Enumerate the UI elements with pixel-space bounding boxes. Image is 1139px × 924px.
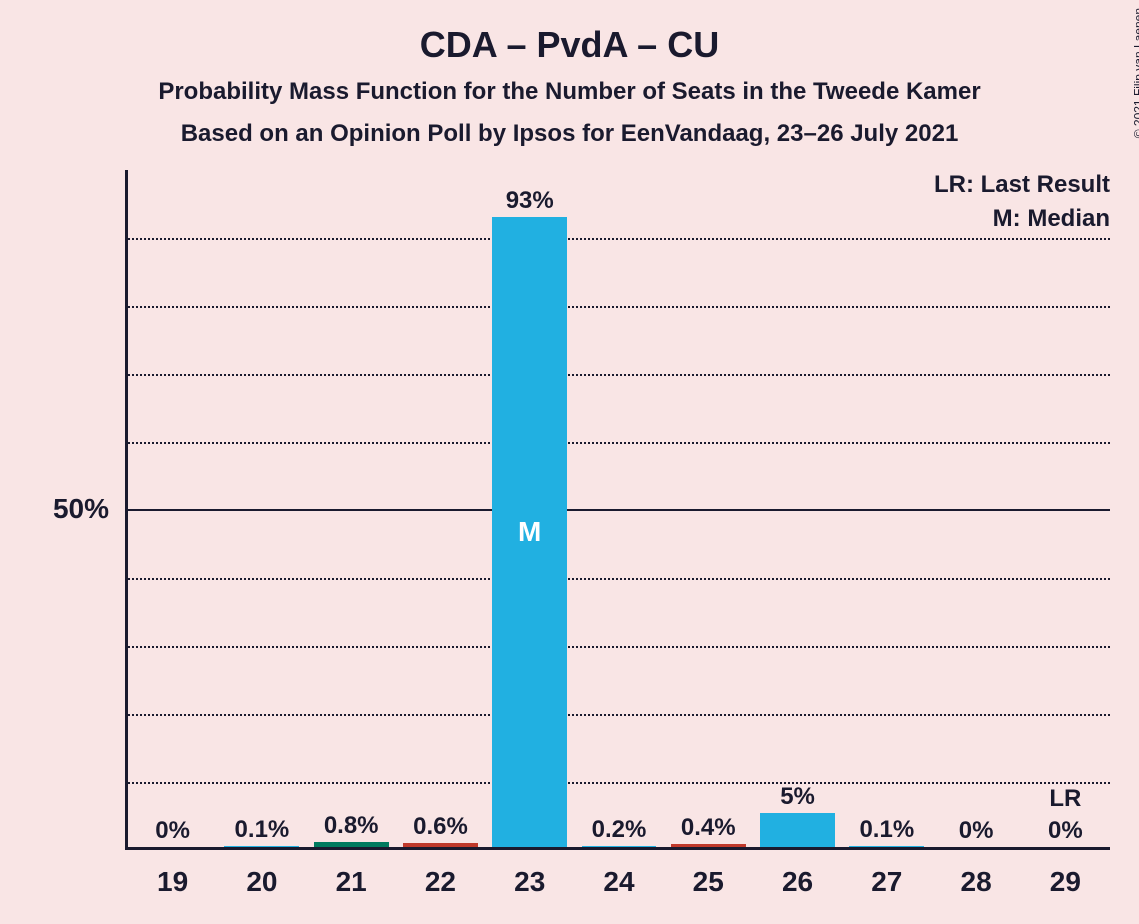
bar-value-label: 5% [753, 783, 842, 811]
bar-value-label: 0% [931, 817, 1020, 845]
bar-value-label: 0.4% [664, 814, 753, 842]
x-tick-label: 23 [485, 866, 574, 898]
x-axis [125, 847, 1110, 850]
bar [224, 846, 299, 847]
gridline-minor [128, 646, 1110, 648]
bar-value-label: 0.1% [217, 816, 306, 844]
bar [582, 846, 657, 847]
gridline-minor [128, 442, 1110, 444]
x-tick-label: 22 [396, 866, 485, 898]
bar-value-label: 0% [1021, 817, 1110, 845]
x-tick-label: 25 [664, 866, 753, 898]
x-tick-label: 28 [931, 866, 1020, 898]
x-tick-label: 21 [307, 866, 396, 898]
bar [849, 846, 924, 847]
chart-subtitle-1: Probability Mass Function for the Number… [0, 78, 1139, 106]
lr-marker: LR [1021, 785, 1110, 813]
chart-title: CDA – PvdA – CU [0, 24, 1139, 66]
gridline-minor [128, 374, 1110, 376]
x-tick-label: 26 [753, 866, 842, 898]
gridline-minor [128, 714, 1110, 716]
chart-subtitle-2: Based on an Opinion Poll by Ipsos for Ee… [0, 120, 1139, 148]
y-tick-label: 50% [9, 493, 109, 525]
gridline-major [128, 509, 1110, 511]
plot-area: 50%190%200.1%210.8%220.6%2393%M240.2%250… [125, 170, 1110, 850]
bar-value-label: 0.1% [842, 816, 931, 844]
copyright-text: © 2021 Filip van Laenen [1131, 8, 1139, 138]
x-tick-label: 24 [574, 866, 663, 898]
bar-value-label: 0.6% [396, 813, 485, 841]
chart-canvas: CDA – PvdA – CU Probability Mass Functio… [0, 0, 1139, 924]
x-tick-label: 19 [128, 866, 217, 898]
bar-value-label: 93% [485, 187, 574, 215]
bar [671, 844, 746, 847]
x-tick-label: 20 [217, 866, 306, 898]
gridline-minor [128, 238, 1110, 240]
bar [760, 813, 835, 847]
gridline-minor [128, 782, 1110, 784]
x-tick-label: 29 [1021, 866, 1110, 898]
x-tick-label: 27 [842, 866, 931, 898]
gridline-minor [128, 578, 1110, 580]
bar [314, 842, 389, 847]
gridline-minor [128, 306, 1110, 308]
bar [403, 843, 478, 847]
bar-value-label: 0.8% [307, 812, 396, 840]
bar-value-label: 0% [128, 817, 217, 845]
bar-value-label: 0.2% [574, 816, 663, 844]
median-marker: M [492, 516, 567, 548]
